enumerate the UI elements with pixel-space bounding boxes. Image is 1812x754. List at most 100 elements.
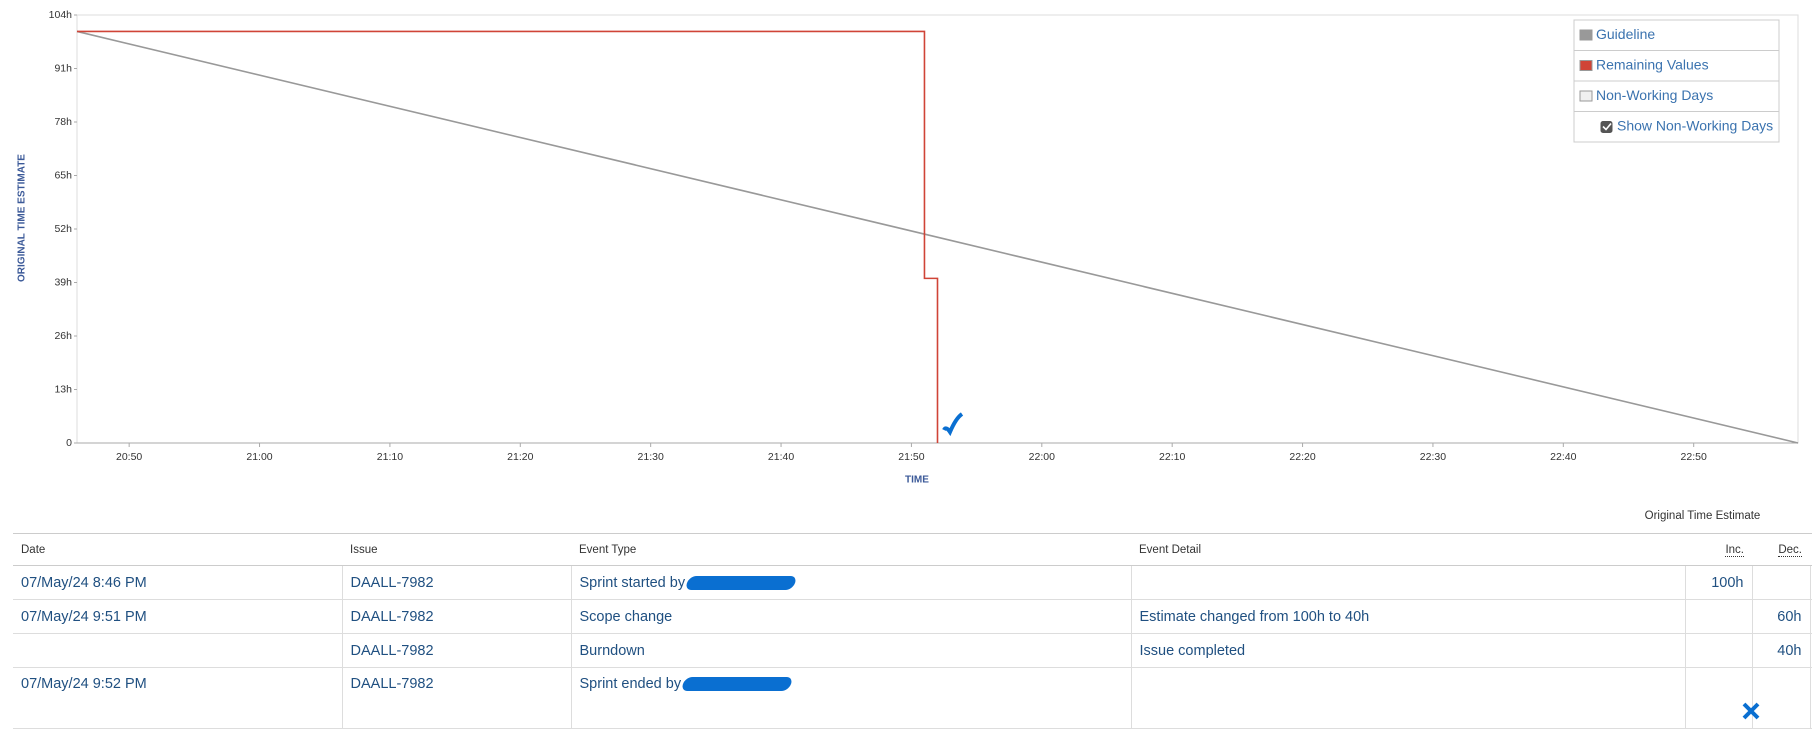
redaction — [684, 575, 798, 590]
table-cell: 40h — [1810, 599, 1812, 634]
table-cell — [1685, 667, 1753, 729]
cell-text: Burndown — [579, 642, 645, 659]
y-tick-label: 39h — [54, 276, 72, 288]
table-cell — [1752, 667, 1811, 729]
y-tick-label: 104h — [49, 9, 73, 21]
column-header-text: Event Detail — [1139, 543, 1202, 556]
annotation-scribble — [942, 412, 964, 437]
table-cell: 100h — [1685, 565, 1753, 600]
cell-text: Sprint ended by — [579, 676, 682, 692]
table-cell: 60h — [1752, 599, 1811, 634]
y-tick-label: 0 — [66, 437, 72, 449]
table-row: 07/May/24 9:51 PM DAALL-7982 Scope change E… — [13, 599, 1812, 634]
table-cell: 07/May/24 9:52 PM — [13, 667, 343, 729]
column-header: Date — [13, 533, 342, 566]
table-cell — [13, 633, 343, 668]
column-header-text: Issue — [350, 543, 378, 556]
cell-text[interactable]: DAALL-7982 — [350, 676, 434, 692]
x-tick-label: 20:50 — [116, 451, 142, 463]
legend-label: Non-Working Days — [1596, 87, 1713, 103]
x-tick-label: 21:40 — [768, 451, 794, 463]
y-tick-label: 91h — [54, 62, 72, 74]
chart: ORIGINAL TIME ESTIMATE TIME 0 13h 26h 39h 52… — [17, 9, 1799, 486]
x-tick-label: 22:30 — [1420, 451, 1446, 463]
table-cell: Sprint ended by — [571, 667, 1132, 729]
table-cell — [1685, 599, 1753, 634]
x-tick-label: 21:20 — [507, 451, 533, 463]
table-row: 07/May/24 8:46 PM DAALL-7982 Sprint starte… — [13, 565, 1812, 600]
table-cell: DAALL-7982 — [342, 599, 572, 634]
y-axis-title: ORIGINAL TIME ESTIMATE — [17, 154, 28, 282]
y-tick-label: 13h — [54, 383, 72, 395]
redaction — [680, 677, 794, 692]
legend-label: Show Non-Working Days — [1617, 117, 1773, 133]
table-cell: Burndown — [571, 633, 1132, 668]
cell-text: 60h — [1777, 608, 1802, 625]
cell-text: Estimate changed from 100h to 40h — [1139, 608, 1370, 625]
legend-label: Guideline — [1596, 26, 1655, 42]
x-tick-label: 22:40 — [1550, 451, 1576, 463]
x-tick-label: 21:00 — [246, 451, 272, 463]
x-tick-label: 21:10 — [377, 451, 403, 463]
column-header-text: Event Type — [579, 543, 637, 556]
column-header: Event Type — [571, 533, 1131, 566]
table-row: 07/May/24 9:52 PM DAALL-7982 Sprint ended … — [13, 667, 1812, 729]
cell-text[interactable]: DAALL-7982 — [350, 642, 434, 659]
legend-item — [1573, 50, 1780, 82]
x-tick-label: 22:20 — [1289, 451, 1315, 463]
cell-text: 100h — [1711, 574, 1744, 591]
column-header: Inc. — [1685, 533, 1752, 566]
column-header-text: Date — [21, 543, 46, 556]
cell-text: 40h — [1777, 642, 1802, 659]
x-tick-label: 21:30 — [638, 451, 664, 463]
table-cell: 00 — [1810, 667, 1812, 729]
table-cell: Estimate changed from 100h to 40h — [1131, 599, 1686, 634]
column-header: Dec. — [1752, 533, 1810, 566]
table-cell: 0 — [1810, 633, 1812, 668]
y-tick-label: 78h — [54, 116, 72, 128]
cell-text[interactable]: DAALL-7982 — [350, 574, 434, 591]
close-icon[interactable] — [1740, 700, 1762, 722]
column-header: Issue — [342, 533, 571, 566]
y-tick-label: 52h — [54, 223, 72, 235]
x-tick-label: 22:50 — [1681, 451, 1707, 463]
column-header-text: Dec. — [1778, 543, 1802, 557]
table-row: DAALL-7982 Burndown Issue completed 40h 0 — [13, 633, 1812, 668]
table-cell: DAALL-7982 — [342, 633, 572, 668]
checkmark — [1602, 122, 1612, 131]
column-header: Event Detail — [1131, 533, 1685, 566]
table-cell: DAALL-7982 — [342, 565, 572, 600]
x-tick-label: 22:10 — [1159, 451, 1185, 463]
legend-swatch — [1579, 90, 1593, 102]
legend-item — [1573, 19, 1780, 51]
legend-swatch — [1579, 29, 1593, 41]
y-tick-label: 26h — [54, 330, 72, 342]
cell-text[interactable]: 07/May/24 9:52 PM — [21, 676, 147, 692]
table-cell: 40h — [1752, 633, 1811, 668]
x-axis-title: TIME — [905, 475, 929, 486]
cell-text[interactable]: 07/May/24 9:51 PM — [21, 608, 147, 625]
table-cell: Issue completed — [1131, 633, 1686, 668]
legend-swatch — [1579, 60, 1593, 71]
table-cell: Sprint started by — [571, 565, 1132, 600]
column-header: Remaining — [1810, 533, 1812, 566]
x-tick-label: 21:50 — [898, 451, 924, 463]
cell-text: Sprint started by — [579, 574, 686, 591]
legend-label: Remaining Values — [1596, 56, 1709, 72]
legend-item — [1573, 80, 1780, 112]
column-header-text: Inc. — [1725, 543, 1744, 557]
table-cell: Scope change — [571, 599, 1132, 634]
table-cell — [1131, 667, 1686, 729]
show-non-working-checkbox[interactable] — [1600, 121, 1613, 133]
series-line — [76, 30, 1799, 444]
series-line — [77, 30, 939, 443]
table-cell — [1131, 565, 1686, 600]
cell-text[interactable]: 07/May/24 8:46 PM — [21, 574, 147, 591]
sprint-table: Date Issue Event Type Event Detail Inc. Dec. R… — [13, 533, 1812, 729]
table-cell — [1752, 565, 1811, 600]
cell-text: Issue completed — [1139, 642, 1246, 659]
cell-text[interactable]: DAALL-7982 — [350, 608, 434, 625]
cell-text: Scope change — [579, 608, 673, 625]
table-cell: 07/May/24 8:46 PM — [13, 565, 343, 600]
